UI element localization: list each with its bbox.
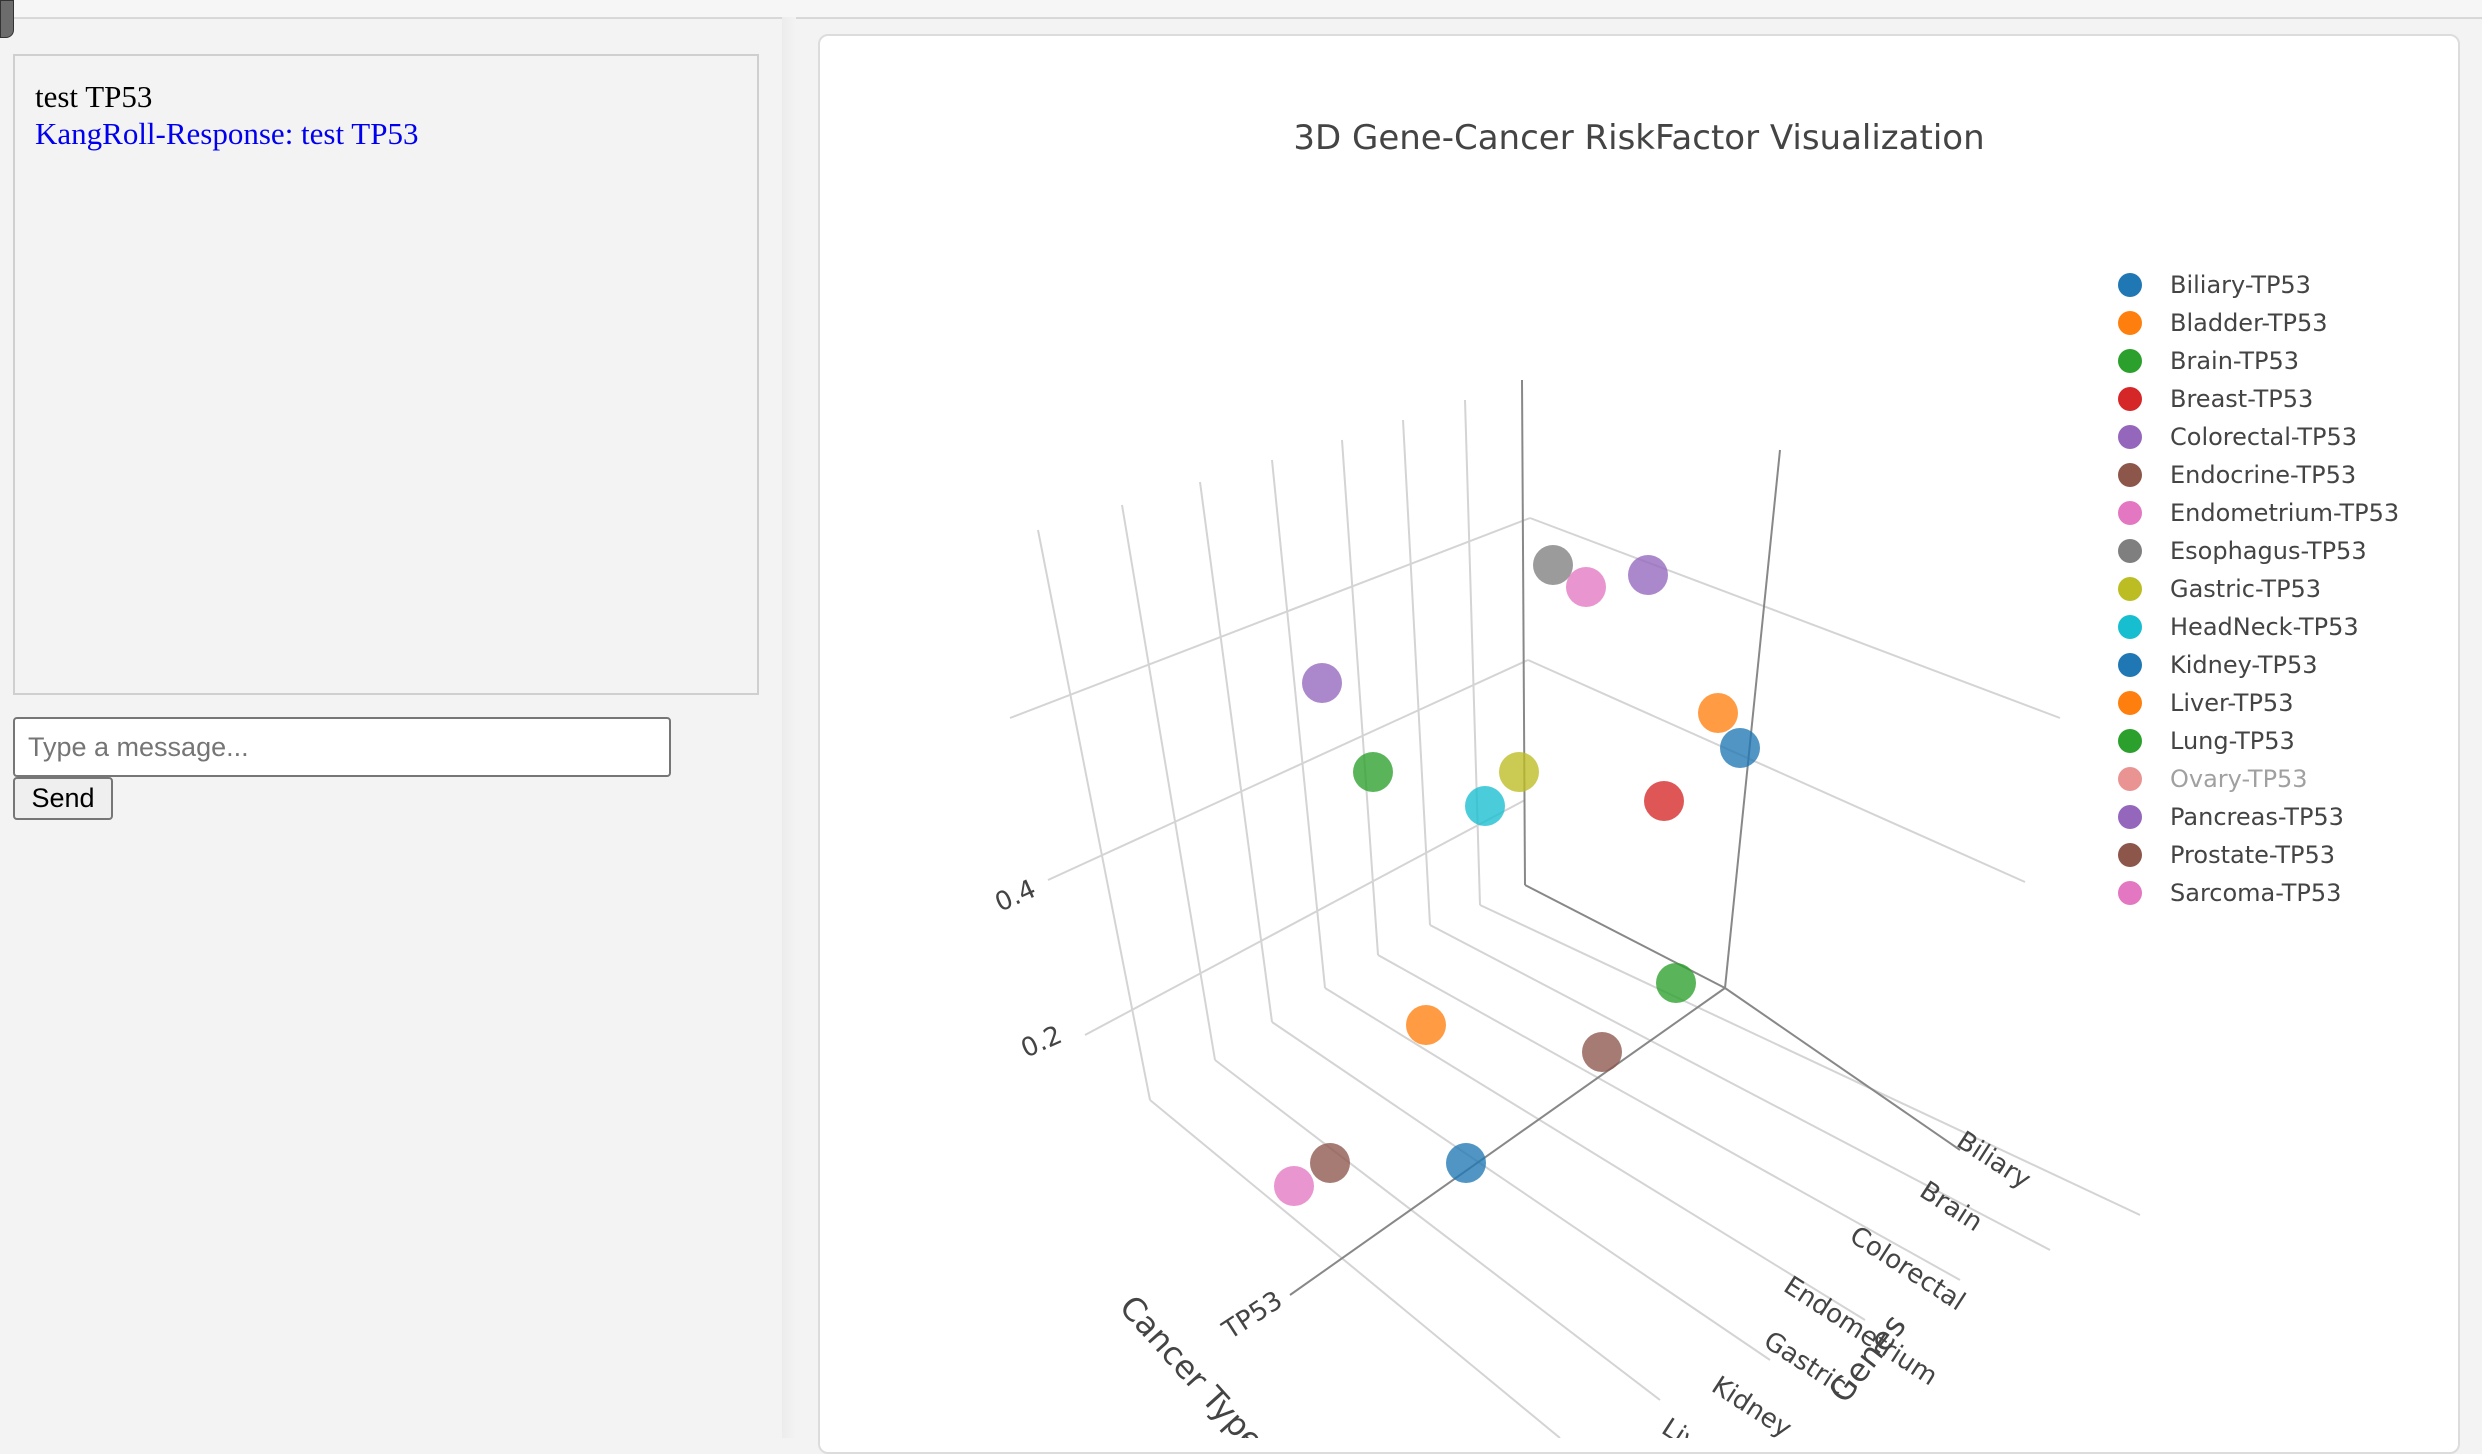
legend-marker-icon <box>2118 539 2142 563</box>
data-point[interactable] <box>1499 752 1539 792</box>
legend-item[interactable]: Colorectal-TP53 <box>2118 418 2448 456</box>
legend-item[interactable]: Esophagus-TP53 <box>2118 532 2448 570</box>
legend-label: Endometrium-TP53 <box>2170 499 2400 527</box>
legend-marker-icon <box>2118 425 2142 449</box>
chart-title: 3D Gene-Cancer RiskFactor Visualization <box>1293 118 1985 158</box>
data-point[interactable] <box>1274 1166 1314 1206</box>
legend-label: Bladder-TP53 <box>2170 309 2328 337</box>
data-point[interactable] <box>1582 1032 1622 1072</box>
legend-marker-icon <box>2118 463 2142 487</box>
legend-label: Pancreas-TP53 <box>2170 803 2344 831</box>
data-points <box>1274 545 1760 1206</box>
chart-legend[interactable]: Biliary-TP53 Bladder-TP53 Brain-TP53 Breast… <box>2118 266 2448 912</box>
data-point[interactable] <box>1720 728 1760 768</box>
legend-item[interactable]: Endometrium-TP53 <box>2118 494 2448 532</box>
legend-marker-icon <box>2118 691 2142 715</box>
chat-history: test TP53 KangRoll-Response: test TP53 <box>13 54 759 695</box>
legend-marker-icon <box>2118 349 2142 373</box>
chat-message-user: test TP53 <box>35 79 153 114</box>
legend-marker-icon <box>2118 767 2142 791</box>
legend-marker-icon <box>2118 615 2142 639</box>
legend-label: Sarcoma-TP53 <box>2170 879 2342 907</box>
legend-marker-icon <box>2118 501 2142 525</box>
legend-marker-icon <box>2118 273 2142 297</box>
chart-container[interactable] <box>818 34 2460 1454</box>
legend-item[interactable]: Kidney-TP53 <box>2118 646 2448 684</box>
data-point[interactable] <box>1533 545 1573 585</box>
axes <box>1289 379 1961 1296</box>
legend-marker-icon <box>2118 577 2142 601</box>
legend-item[interactable]: Biliary-TP53 <box>2118 266 2448 304</box>
legend-item[interactable]: Liver-TP53 <box>2118 684 2448 722</box>
legend-label: Brain-TP53 <box>2170 347 2300 375</box>
data-point[interactable] <box>1302 663 1342 703</box>
y-tick-label: Brain <box>1914 1176 1988 1238</box>
legend-item[interactable]: Gastric-TP53 <box>2118 570 2448 608</box>
legend-label: Biliary-TP53 <box>2170 271 2311 299</box>
legend-label: Prostate-TP53 <box>2170 841 2335 869</box>
legend-marker-icon <box>2118 311 2142 335</box>
legend-marker-icon <box>2118 881 2142 905</box>
legend-label: Gastric-TP53 <box>2170 575 2322 603</box>
data-point[interactable] <box>1698 693 1738 733</box>
legend-label: Colorectal-TP53 <box>2170 423 2358 451</box>
y-tick-label: Kidney <box>1706 1371 1797 1438</box>
data-point[interactable] <box>1465 786 1505 826</box>
legend-item[interactable]: Breast-TP53 <box>2118 380 2448 418</box>
legend-item[interactable]: HeadNeck-TP53 <box>2118 608 2448 646</box>
legend-item[interactable]: Endocrine-TP53 <box>2118 456 2448 494</box>
legend-item[interactable]: Lung-TP53 <box>2118 722 2448 760</box>
legend-item[interactable]: Bladder-TP53 <box>2118 304 2448 342</box>
legend-marker-icon <box>2118 387 2142 411</box>
data-point[interactable] <box>1353 752 1393 792</box>
data-point[interactable] <box>1310 1143 1350 1183</box>
legend-item[interactable]: Pancreas-TP53 <box>2118 798 2448 836</box>
legend-label: Kidney-TP53 <box>2170 651 2318 679</box>
grid-lines <box>1009 399 2141 1438</box>
legend-item[interactable]: Ovary-TP53 <box>2118 760 2448 798</box>
chat-message-bot: KangRoll-Response: test TP53 <box>35 116 419 151</box>
legend-label: Esophagus-TP53 <box>2170 537 2367 565</box>
send-button[interactable]: Send <box>13 777 113 820</box>
legend-item[interactable]: Prostate-TP53 <box>2118 836 2448 874</box>
legend-label: Ovary-TP53 <box>2170 765 2308 793</box>
data-point[interactable] <box>1628 555 1668 595</box>
x-tick-label: TP53 <box>1217 1285 1288 1346</box>
data-point[interactable] <box>1566 567 1606 607</box>
data-point[interactable] <box>1656 963 1696 1003</box>
data-point[interactable] <box>1406 1005 1446 1045</box>
legend-label: HeadNeck-TP53 <box>2170 613 2359 641</box>
y-tick-label: Liver <box>1656 1413 1726 1438</box>
legend-marker-icon <box>2118 843 2142 867</box>
window-handle[interactable] <box>0 0 14 38</box>
y-tick-label: Colorectal <box>1844 1221 1970 1317</box>
legend-marker-icon <box>2118 653 2142 677</box>
browser-top-bar <box>0 0 2482 19</box>
message-input[interactable] <box>13 717 671 777</box>
z-tick-label: 0.2 <box>1017 1020 1067 1064</box>
legend-item[interactable]: Brain-TP53 <box>2118 342 2448 380</box>
legend-marker-icon <box>2118 805 2142 829</box>
panel-divider <box>782 17 796 1438</box>
legend-label: Breast-TP53 <box>2170 385 2314 413</box>
data-point[interactable] <box>1446 1143 1486 1183</box>
data-point[interactable] <box>1644 781 1684 821</box>
legend-label: Endocrine-TP53 <box>2170 461 2357 489</box>
legend-marker-icon <box>2118 729 2142 753</box>
legend-item[interactable]: Sarcoma-TP53 <box>2118 874 2448 912</box>
legend-label: Liver-TP53 <box>2170 689 2294 717</box>
legend-label: Lung-TP53 <box>2170 727 2295 755</box>
z-tick-label: 0.4 <box>991 874 1041 918</box>
